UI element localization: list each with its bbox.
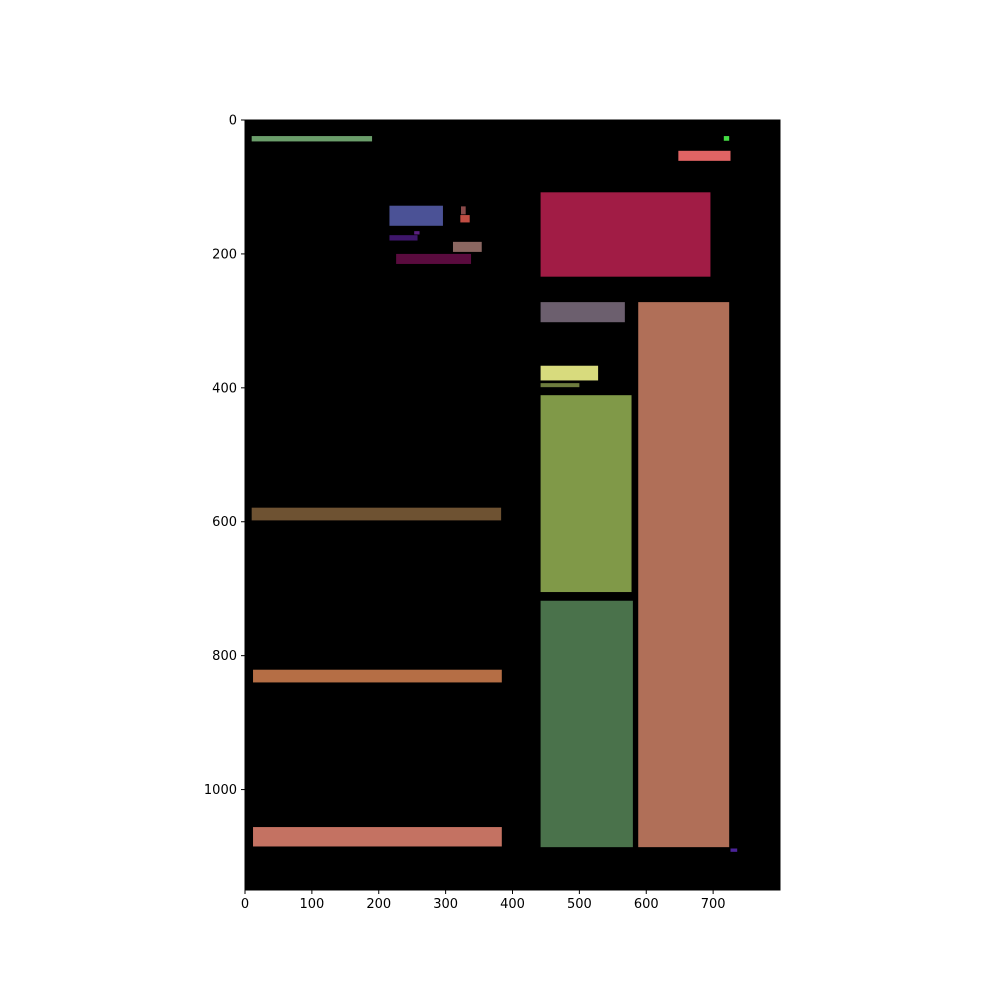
x-tick-label: 500 [567, 897, 592, 912]
data-rect [723, 136, 730, 141]
y-tick-label: 0 [229, 114, 237, 129]
data-rect [452, 241, 482, 252]
x-tick-label: 200 [366, 897, 391, 912]
y-tick-label: 600 [212, 515, 237, 530]
data-rect [251, 507, 502, 521]
data-rect [540, 395, 632, 593]
x-axis-ticks: 0 100 200 300 400 500 600 700 [241, 890, 726, 912]
data-rect [389, 235, 418, 241]
y-axis-ticks: 0 200 400 600 800 1000 [204, 114, 245, 798]
data-rect [540, 192, 711, 277]
data-rect [678, 150, 731, 161]
data-rect [461, 206, 466, 215]
data-rect [389, 205, 443, 226]
y-tick-label: 400 [212, 381, 237, 396]
x-tick-label: 600 [634, 897, 659, 912]
data-rect [396, 253, 472, 264]
data-rect [251, 136, 373, 142]
data-rect [540, 600, 633, 848]
rects-layer [251, 136, 738, 852]
data-rect [540, 365, 599, 381]
data-rect [253, 669, 502, 683]
data-rect [730, 848, 738, 852]
x-tick-label: 400 [500, 897, 525, 912]
data-rect [540, 383, 580, 388]
y-tick-label: 200 [212, 247, 237, 262]
x-tick-label: 0 [241, 897, 249, 912]
data-rect [414, 231, 420, 235]
x-tick-label: 100 [299, 897, 324, 912]
data-rect [638, 302, 730, 848]
data-rect [253, 827, 502, 847]
y-tick-label: 1000 [204, 783, 237, 798]
y-tick-label: 800 [212, 649, 237, 664]
data-rect [540, 302, 625, 323]
data-rect [460, 215, 470, 223]
x-tick-label: 700 [701, 897, 726, 912]
x-tick-label: 300 [433, 897, 458, 912]
